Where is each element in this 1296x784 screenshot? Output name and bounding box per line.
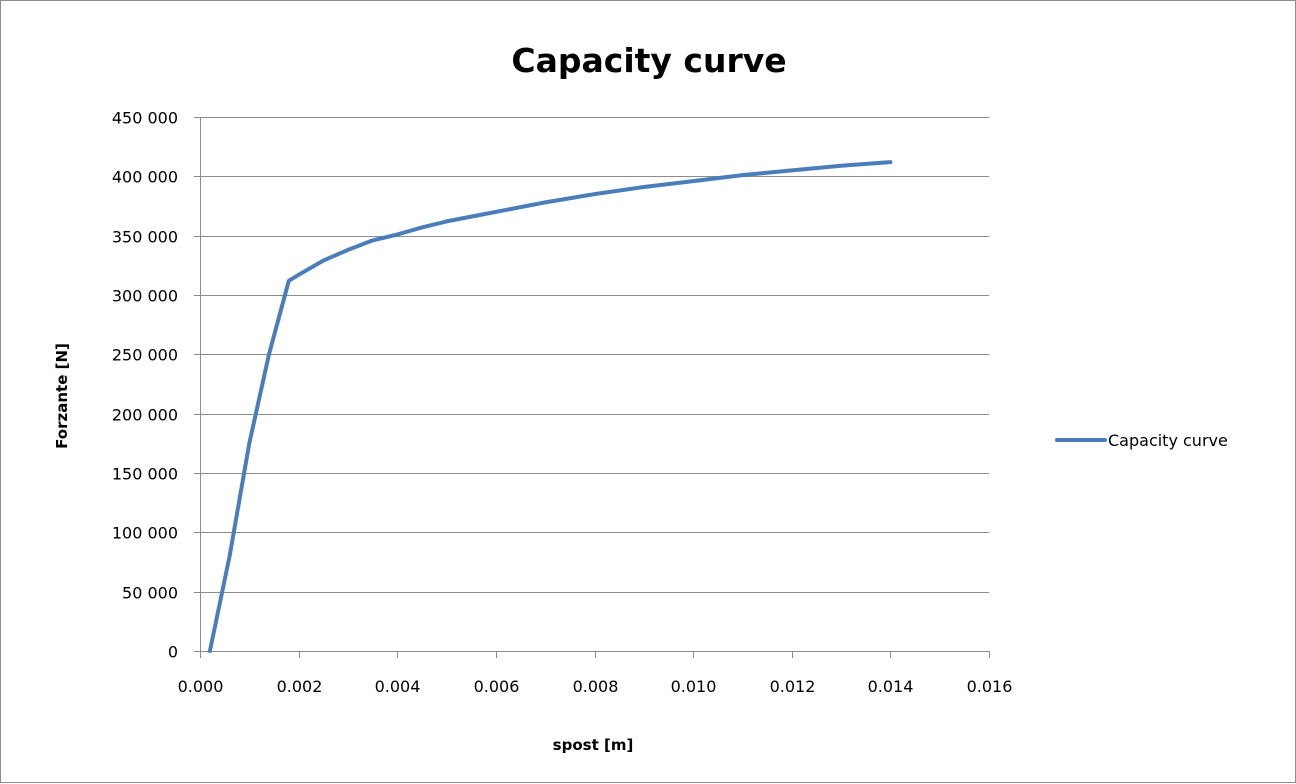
x-tick-label: 0.004 [375, 677, 421, 696]
x-tick-labels: 0.000 0.002 0.004 0.006 0.008 0.010 0.012 0.014… [178, 677, 1013, 696]
y-tick-label: 350 000 [112, 228, 178, 247]
x-tick-label: 0.016 [967, 677, 1013, 696]
x-tick-label: 0.010 [671, 677, 717, 696]
x-tick-label: 0.002 [277, 677, 323, 696]
y-tick-label: 400 000 [112, 168, 178, 187]
legend-label-capacity-curve: Capacity curve [1108, 431, 1228, 450]
y-tick-label: 100 000 [112, 524, 178, 543]
x-tick-label: 0.012 [770, 677, 816, 696]
x-tick-label: 0.014 [868, 677, 914, 696]
chart-title: Capacity curve [511, 41, 786, 80]
y-tick-labels: 0 50 000 100 000 150 000 200 000 250 000 300 0… [112, 109, 178, 662]
series-layer [210, 162, 891, 651]
legend: Capacity curve [1057, 431, 1228, 450]
y-tick-label: 50 000 [122, 584, 178, 603]
y-tick-label: 450 000 [112, 109, 178, 128]
y-tick-label: 250 000 [112, 346, 178, 365]
y-tick-label: 200 000 [112, 406, 178, 425]
x-tick-label: 0.008 [573, 677, 619, 696]
axes [194, 117, 990, 658]
series-line-capacity-curve [210, 162, 891, 651]
y-axis-title: Forzante [N] [53, 343, 71, 449]
y-tick-label: 150 000 [112, 465, 178, 484]
grid-lines [200, 118, 989, 652]
x-tick-label: 0.006 [474, 677, 520, 696]
y-tick-label: 0 [168, 643, 178, 662]
x-axis-title: spost [m] [553, 736, 634, 754]
x-tick-label: 0.000 [178, 677, 224, 696]
y-tick-label: 300 000 [112, 287, 178, 306]
